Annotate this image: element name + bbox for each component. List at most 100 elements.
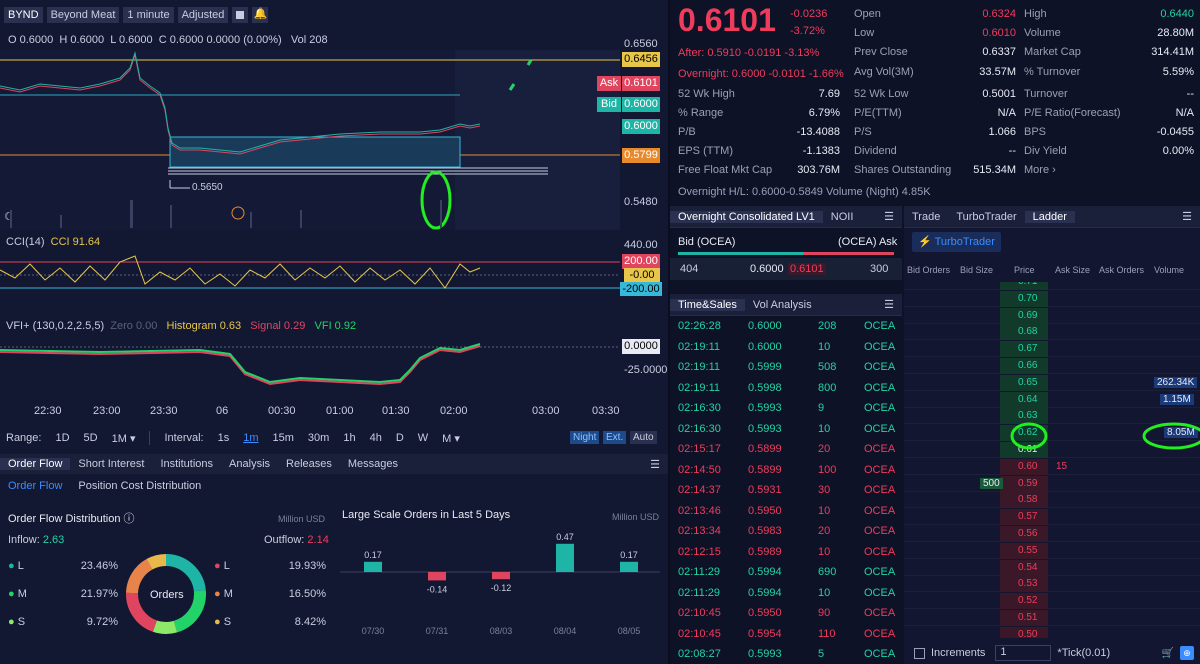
cci-chart[interactable] [0, 250, 620, 300]
tab-short-interest[interactable]: Short Interest [78, 458, 145, 470]
ts-cell: 110 [818, 627, 836, 640]
ladder-row[interactable]: 0.51 [904, 610, 1200, 627]
ladder-price: 0.56 [1018, 528, 1038, 539]
interval-1h[interactable]: 1h [343, 432, 356, 444]
symbol-label[interactable]: BYND [4, 7, 43, 23]
increments-checkbox[interactable] [914, 647, 925, 659]
quote-label: 52 Wk High [678, 88, 735, 100]
ladder-rows[interactable]: 0.71 0.70 0.69 0.68 0.67 0.66 0.65 262.34K 0.64 1… [904, 282, 1200, 638]
ts-cell: OCEA [864, 422, 896, 435]
tab-vol-analysis[interactable]: Vol Analysis [752, 298, 812, 311]
ts-cell: 10 [818, 340, 831, 353]
ask-tag: Ask [597, 76, 621, 91]
interval-4h[interactable]: 4h [369, 432, 382, 444]
ladder-row[interactable]: 0.54 [904, 559, 1200, 577]
ladder-row[interactable]: 0.66 [904, 358, 1200, 375]
tab-time-sales[interactable]: Time&Sales [670, 298, 745, 311]
range-1d[interactable]: 1D [55, 432, 70, 444]
time-sales-list[interactable]: 02:26:28 0.6000 208 OCEA 02:19:11 0.6000 10 OCE… [670, 316, 902, 664]
ladder-row[interactable]: 0.63 [904, 408, 1200, 425]
ladder-row[interactable]: 0.70 [904, 290, 1200, 308]
ladder-row[interactable]: 0.65 262.34K [904, 374, 1200, 392]
info-icon[interactable]: ⓘ [123, 513, 135, 525]
tab-institutions[interactable]: Institutions [160, 458, 214, 470]
bell-icon[interactable]: 🔔 [252, 7, 269, 23]
vfi-chart[interactable] [0, 332, 620, 402]
menu-icon[interactable]: ☰ [884, 299, 894, 311]
menu-icon[interactable]: ☰ [650, 458, 660, 471]
lv1-header: Overnight Consolidated LV1 NOII ☰ [670, 206, 902, 228]
price-chart[interactable] [0, 50, 620, 230]
tab-ladder[interactable]: Ladder [1024, 210, 1075, 223]
interval-1s[interactable]: 1s [217, 432, 230, 444]
ladder-row[interactable]: 0.69 [904, 307, 1200, 325]
bar-08/04 [556, 543, 574, 572]
ladder-row[interactable]: 0.59 500 [904, 475, 1200, 493]
interval-15m[interactable]: 15m [272, 432, 294, 444]
ts-row: 02:10:45 0.5950 90 OCEA [670, 603, 902, 624]
ladder-price: 0.55 [1018, 544, 1038, 556]
ladder-row[interactable]: 0.50 [904, 626, 1200, 638]
interval-m[interactable]: M ▾ [442, 432, 460, 445]
calendar-icon[interactable] [232, 7, 249, 23]
tab-trade[interactable]: Trade [912, 210, 941, 223]
interval-30m[interactable]: 30m [307, 432, 330, 444]
menu-icon[interactable]: ☰ [884, 211, 894, 223]
lv1-bid-label: Bid (OCEA) [678, 236, 736, 248]
quote-label[interactable]: More › [1024, 164, 1056, 176]
tab-overnight-lv1[interactable]: Overnight Consolidated LV1 [670, 210, 823, 223]
subtab-position-cost[interactable]: Position Cost Distribution [78, 480, 202, 492]
ts-cell: 0.6000 [748, 320, 782, 333]
left-legend: ● L 23.46% ● M 21.97% ● S 9.72% [8, 560, 118, 628]
ts-cell: OCEA [864, 525, 896, 538]
turbotrader-button[interactable]: ⚡ TurboTrader [912, 232, 1001, 252]
subtab-order-flow[interactable]: Order Flow [8, 480, 63, 492]
night-button[interactable]: Night [570, 431, 600, 444]
ladder-row[interactable]: 0.53 [904, 576, 1200, 593]
ts-cell: 02:15:17 [678, 443, 721, 456]
ts-cell: OCEA [864, 361, 896, 374]
ts-cell: 0.5993 [748, 422, 782, 435]
bolt-icon: ⚡ [918, 236, 932, 248]
ts-cell: OCEA [864, 504, 896, 517]
settings-icon[interactable]: ⊕ [1180, 646, 1194, 660]
chart-header: BYND Beyond Meat 1 minute Adjusted 🔔 [0, 0, 668, 30]
menu-icon[interactable]: ☰ [1182, 211, 1192, 223]
ts-cell: OCEA [864, 443, 896, 456]
ask-price-tag: 0.6101 [622, 76, 660, 91]
tab-releases[interactable]: Releases [286, 458, 332, 470]
ladder-row[interactable]: 0.71 [904, 282, 1200, 291]
ladder-row[interactable]: 0.56 [904, 526, 1200, 543]
increments-input[interactable]: 1 [995, 645, 1052, 661]
range-1m[interactable]: 1M ▾ [111, 432, 136, 445]
ladder-row[interactable]: 0.68 [904, 324, 1200, 341]
tab-analysis[interactable]: Analysis [229, 458, 271, 470]
ts-cell: 0.5994 [748, 566, 782, 579]
auto-button[interactable]: Auto [630, 431, 657, 444]
ladder-row[interactable]: 0.60 15 [904, 458, 1200, 476]
adjust-label[interactable]: Adjusted [177, 7, 229, 23]
interval-label[interactable]: 1 minute [123, 7, 174, 23]
ladder-row[interactable]: 0.58 [904, 492, 1200, 509]
ladder-row[interactable]: 0.64 1.15M [904, 391, 1200, 409]
ladder-cell: 500 [980, 477, 1003, 489]
ladder-row[interactable]: 0.67 [904, 341, 1200, 358]
range-5d[interactable]: 5D [83, 432, 98, 444]
ladder-row[interactable]: 0.57 [904, 509, 1200, 526]
ext-button[interactable]: Ext. [603, 431, 627, 444]
range-bar: Range: 1D 5D 1M ▾ Interval: 1s 1m 15m 30… [6, 431, 460, 445]
tab-noii[interactable]: NOII [830, 210, 854, 223]
tab-turbotrader[interactable]: TurboTrader [956, 210, 1017, 223]
quote-value: 33.57M [979, 66, 1016, 78]
tab-order-flow[interactable]: Order Flow [0, 458, 71, 470]
ladder-row[interactable]: 0.55 [904, 542, 1200, 560]
interval-w[interactable]: W [417, 432, 429, 444]
ladder-price: 0.65 [1018, 376, 1038, 388]
sub-tabs: Order Flow Position Cost Distribution [0, 476, 668, 496]
cart-icon[interactable]: 🛒 [1161, 647, 1174, 659]
tab-messages[interactable]: Messages [347, 458, 399, 470]
ladder-row[interactable]: 0.52 [904, 593, 1200, 610]
quote-label: BPS [1024, 126, 1047, 138]
interval-d[interactable]: D [395, 432, 404, 444]
interval-1m[interactable]: 1m [243, 432, 259, 444]
